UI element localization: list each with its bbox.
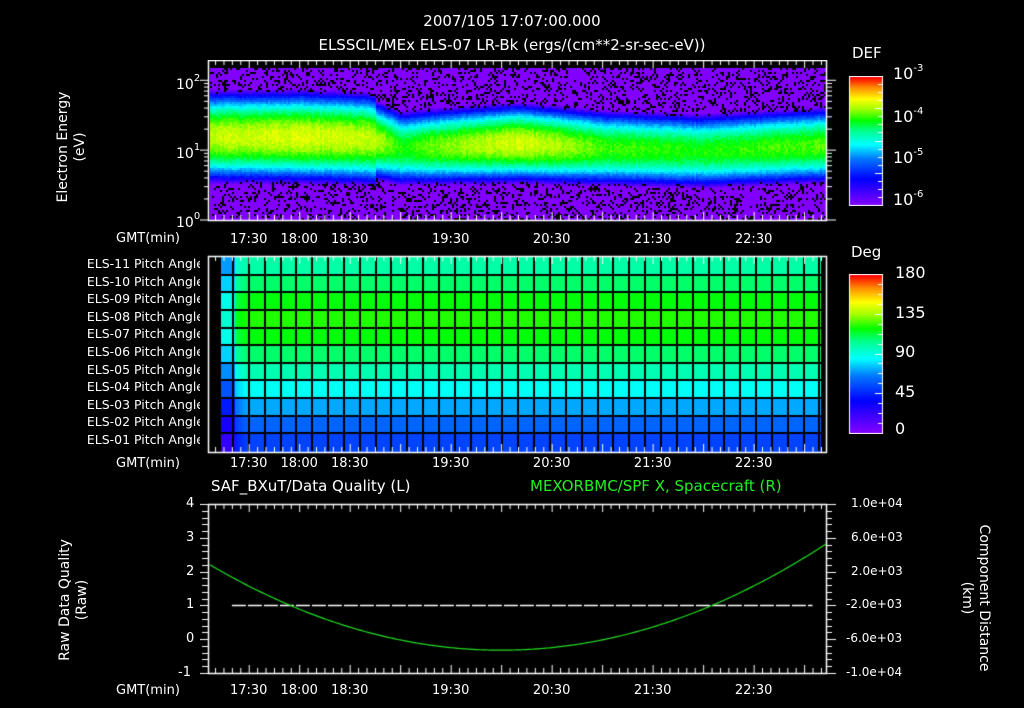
distance-ylabel-line1: Component Distance <box>976 524 992 672</box>
time-tick-label: 17:30 <box>229 683 268 698</box>
deg-tick-90: 90 <box>895 342 916 361</box>
time-tick-label: 17:30 <box>229 456 268 471</box>
time-tick-label: 19:30 <box>431 683 470 698</box>
pitch-angle-row-label: ELS-05 Pitch Angle <box>86 361 204 377</box>
quality-left-axis-label: Raw Data Quality (Raw) <box>57 520 91 680</box>
time-tick-label: 18:00 <box>280 456 318 471</box>
time-tick-label: 19:30 <box>431 232 470 247</box>
pitch-angle-row-label: ELS-02 Pitch Angle <box>86 414 204 430</box>
quality-ylabel-line2: (Raw) <box>74 579 90 621</box>
cbar-tick-1e-5: 10-5 <box>893 147 924 167</box>
time-tick-label: 20:30 <box>532 456 571 471</box>
pitch-angle-row-label: ELS-10 Pitch Angle <box>86 273 204 289</box>
ytick-1e2: 102 <box>176 73 201 93</box>
distance-right-tick-label: 2.0e+03 <box>851 563 903 578</box>
time-tick-label: 18:30 <box>330 456 369 471</box>
quality-ylabel-line1: Raw Data Quality <box>57 539 73 661</box>
quality-panel-title-right: MEXORBMC/SPF X, Spacecraft (R) <box>530 477 782 495</box>
distance-ylabel-line2: (km) <box>959 581 975 615</box>
time-tick-labels-1: 17:30 18:00 18:30 19:30 20:30 21:30 22:30 <box>0 233 1024 249</box>
pitch-angle-row-label: ELS-07 Pitch Angle <box>86 326 204 342</box>
pitch-angle-row-label: ELS-04 Pitch Angle <box>86 379 204 395</box>
deg-tick-135: 135 <box>895 303 926 322</box>
distance-right-tick-label: -1.0e+04 <box>846 665 903 679</box>
energy-ylabel-line2: (eV) <box>72 132 88 162</box>
time-tick-label: 21:30 <box>633 232 672 247</box>
time-axis-label-2: GMT(min) <box>116 456 180 471</box>
cbar-tick-1e-3: 10-3 <box>893 63 924 83</box>
pitch-angle-row-label: ELS-08 Pitch Angle <box>86 308 204 324</box>
def-colorbar <box>848 76 888 206</box>
ytick-1e0: 100 <box>176 211 201 231</box>
quality-left-tick-label: 2 <box>186 563 195 579</box>
time-tick-label: 22:30 <box>734 683 773 698</box>
deg-tick-180: 180 <box>895 263 926 282</box>
distance-right-tick-label: -6.0e+03 <box>846 631 903 646</box>
time-tick-label: 18:30 <box>330 232 369 247</box>
quality-left-tick-label: 4 <box>186 496 195 511</box>
time-tick-labels-3: 17:30 18:00 18:30 19:30 20:30 21:30 22:30 <box>0 684 1024 700</box>
deg-colorbar-title: Deg <box>851 243 882 261</box>
deg-tick-0: 0 <box>895 419 906 438</box>
quality-right-axis-label: Component Distance (km) <box>958 508 992 688</box>
time-tick-label: 18:00 <box>280 232 318 247</box>
quality-panel-title-left: SAF_BXuT/Data Quality (L) <box>211 477 411 495</box>
quality-line-plot[interactable] <box>200 495 840 685</box>
time-tick-label: 18:30 <box>330 683 369 698</box>
quality-left-tick-label: 3 <box>186 529 195 545</box>
pitch-angle-row-label: ELS-11 Pitch Angle <box>86 256 204 271</box>
distance-right-tick-label: 6.0e+03 <box>851 529 903 544</box>
cbar-tick-1e-6: 10-6 <box>893 189 924 209</box>
energy-panel-title: ELSSCIL/MEx ELS-07 LR-Bk (ergs/(cm**2-sr… <box>318 36 706 54</box>
time-tick-labels-2: 17:30 18:00 18:30 19:30 20:30 21:30 22:30 <box>0 457 1024 473</box>
energy-axis-label: Electron Energy (eV) <box>55 67 89 227</box>
time-axis-label-1: GMT(min) <box>116 231 180 246</box>
deg-tick-45: 45 <box>895 382 916 401</box>
time-tick-label: 22:30 <box>734 456 773 471</box>
pitch-angle-row-label: ELS-03 Pitch Angle <box>86 396 204 412</box>
ytick-1e1: 101 <box>176 142 201 162</box>
time-tick-label: 18:00 <box>280 683 318 698</box>
quality-left-tick-label: 0 <box>186 631 195 647</box>
pitch-angle-grid[interactable] <box>200 250 840 460</box>
timestamp-title: 2007/105 17:07:00.000 <box>423 12 601 30</box>
time-axis-label-3: GMT(min) <box>116 683 180 698</box>
quality-left-tick-label: -1 <box>178 665 191 680</box>
time-tick-label: 21:30 <box>633 683 672 698</box>
time-tick-label: 17:30 <box>229 232 268 247</box>
cbar-tick-1e-4: 10-4 <box>893 106 924 126</box>
distance-right-tick-label: 1.0e+04 <box>851 496 903 510</box>
def-colorbar-title: DEF <box>852 44 882 62</box>
pitch-angle-row-label: ELS-09 Pitch Angle <box>86 291 204 307</box>
quality-left-tick-label: 1 <box>186 597 195 613</box>
distance-right-tick-label: -2.0e+03 <box>846 597 903 612</box>
deg-colorbar <box>848 274 888 434</box>
time-tick-label: 22:30 <box>734 232 773 247</box>
time-tick-label: 20:30 <box>532 232 571 247</box>
time-tick-label: 21:30 <box>633 456 672 471</box>
time-tick-label: 19:30 <box>431 456 470 471</box>
pitch-angle-row-label: ELS-01 Pitch Angle <box>86 432 204 447</box>
energy-ylabel-line1: Electron Energy <box>55 91 71 203</box>
time-tick-label: 20:30 <box>532 683 571 698</box>
energy-spectrogram[interactable] <box>200 60 840 230</box>
pitch-angle-row-label: ELS-06 Pitch Angle <box>86 344 204 359</box>
